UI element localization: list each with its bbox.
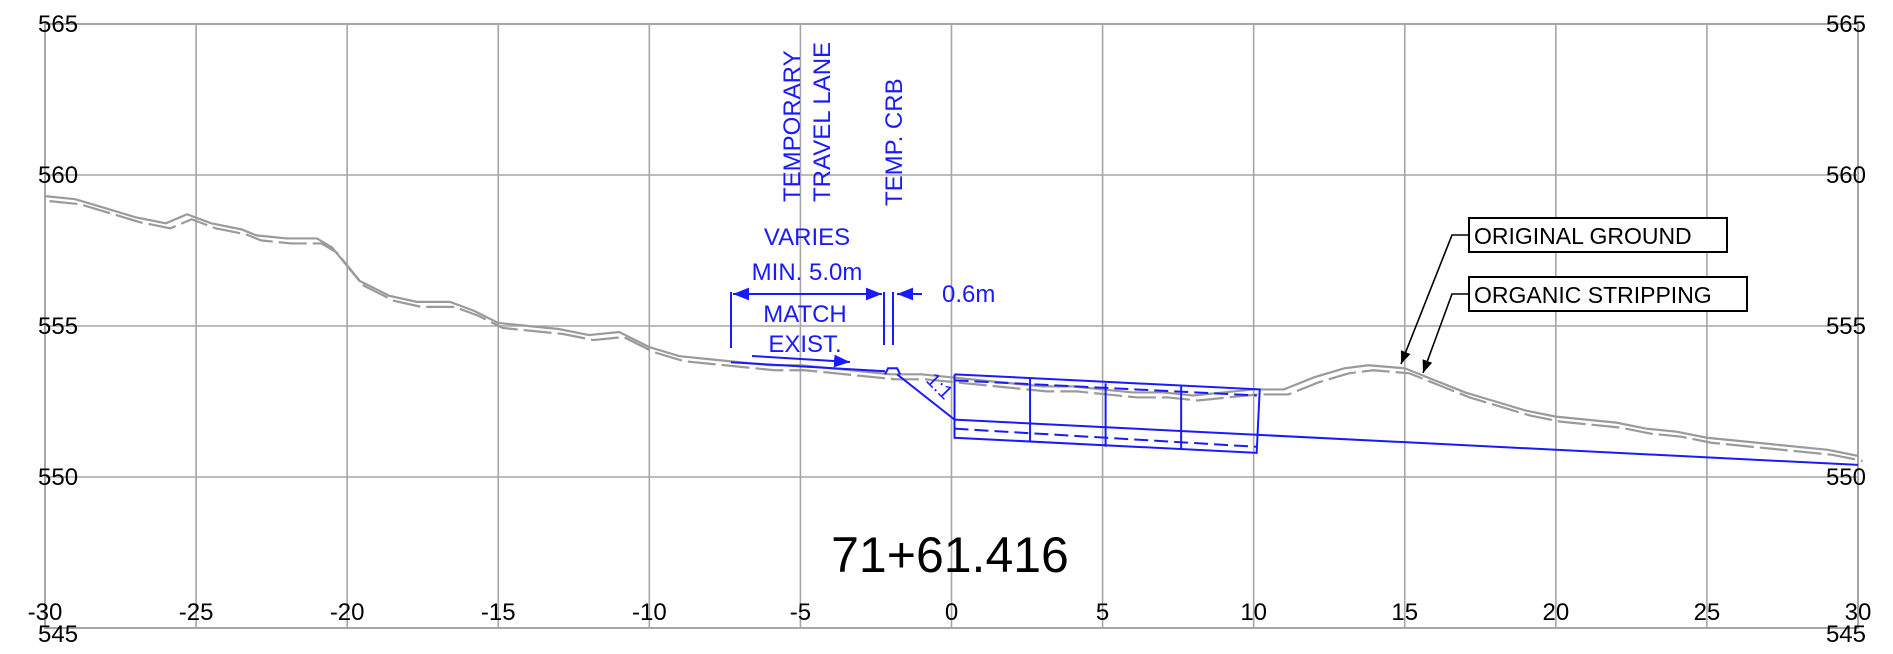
original-ground-callout: ORIGINAL GROUND xyxy=(1400,217,1728,365)
design-grade-line xyxy=(954,418,1859,466)
temp-crb-label: TEMP. CRB xyxy=(881,78,908,206)
temporary-curb xyxy=(884,367,902,375)
x-tick-label: -10 xyxy=(632,599,667,626)
exist-label: EXIST. xyxy=(768,331,841,358)
y-tick-label-left: 550 xyxy=(38,464,78,491)
y-tick-label-left: 560 xyxy=(38,162,78,189)
varies-label: VARIES xyxy=(764,224,850,251)
station-label: 71+61.416 xyxy=(831,527,1069,583)
original-ground-box xyxy=(1468,217,1728,253)
side-slope-line xyxy=(896,373,956,421)
width-dimension xyxy=(730,287,922,368)
y-tick-label-right: 545 xyxy=(1826,621,1866,648)
organic-stripping-callout: ORGANIC STRIPPING xyxy=(1422,276,1748,374)
temporary-lane-line xyxy=(730,361,886,373)
x-tick-label: 10 xyxy=(1240,599,1267,626)
x-tick-label: 25 xyxy=(1694,599,1721,626)
min-width-label: MIN. 5.0m xyxy=(752,259,863,286)
x-tick-label: -15 xyxy=(481,599,516,626)
travel-lane-label: TRAVEL LANE xyxy=(809,42,836,202)
y-tick-label-left: 565 xyxy=(38,11,78,38)
x-tick-label: -25 xyxy=(179,599,214,626)
y-tick-label-right: 555 xyxy=(1826,313,1866,340)
y-tick-label-right: 565 xyxy=(1826,11,1866,38)
match-label: MATCH xyxy=(763,301,847,328)
x-tick-label: 5 xyxy=(1096,599,1109,626)
x-tick-label: 0 xyxy=(945,599,958,626)
y-tick-label-left: 545 xyxy=(38,621,78,648)
x-tick-label: 30 xyxy=(1845,599,1872,626)
organic-stripping-label: ORGANIC STRIPPING xyxy=(1474,282,1712,308)
ground-profile xyxy=(44,195,1863,462)
x-tick-label: -5 xyxy=(790,599,811,626)
y-tick-label-right: 550 xyxy=(1826,464,1866,491)
x-tick-label: 15 xyxy=(1391,599,1418,626)
trench-box xyxy=(953,373,1261,454)
x-tick-label: -30 xyxy=(28,599,63,626)
organic-stripping-line xyxy=(49,200,1863,462)
y-tick-label-left: 555 xyxy=(38,313,78,340)
original-ground-label: ORIGINAL GROUND xyxy=(1474,223,1692,249)
grid-lines xyxy=(44,23,1859,629)
x-tick-label: -20 xyxy=(330,599,365,626)
temporary-label: TEMPORARY xyxy=(779,50,806,202)
y-tick-label-right: 560 xyxy=(1826,162,1866,189)
curb-offset-label: 0.6m xyxy=(942,281,995,308)
original-ground-line xyxy=(44,195,1859,457)
design-section xyxy=(730,361,1859,466)
x-tick-label: 20 xyxy=(1542,599,1569,626)
